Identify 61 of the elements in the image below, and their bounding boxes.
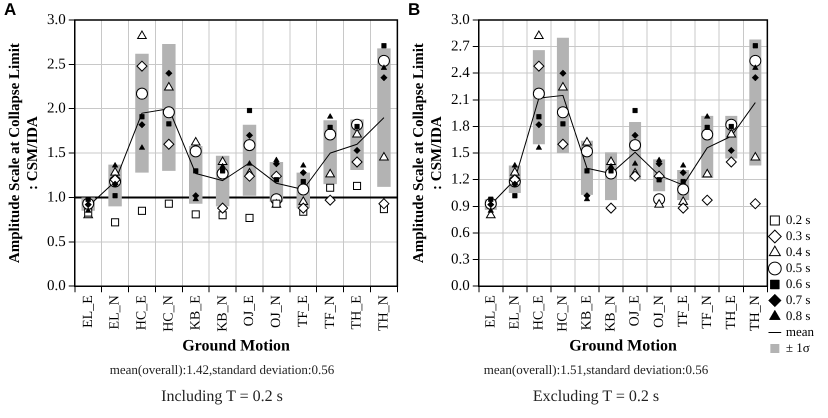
text: Including T = 0.2 s — [160, 388, 284, 406]
x-tick-label: TH_N — [748, 295, 763, 332]
y-tick-label: 2.7 — [451, 38, 470, 55]
x-tick-label: KB_E — [188, 295, 204, 330]
y-tick-label: 1.5 — [451, 145, 470, 162]
x-tick-label: TF_N — [700, 295, 715, 329]
y-tick-label: 3.0 — [451, 12, 470, 28]
y-tick-label: 2.0 — [47, 100, 66, 117]
x-tick-label: OJ_E — [628, 295, 643, 326]
legend-label: 0.4 s — [786, 244, 810, 259]
y-tick-label: 1.5 — [47, 145, 66, 162]
x-tick-label: KB_E — [580, 295, 595, 330]
x-tick-label: OJ_N — [269, 295, 284, 328]
y-axis-title: Amplitude Scale at Collapse Limit : CSM/IDA — [6, 43, 41, 264]
x-tick-label: EL_E — [80, 295, 96, 328]
y-tick-label: 2.5 — [47, 56, 66, 72]
x-tick-label: TH_N — [376, 295, 392, 332]
chart-title: A — [4, 0, 16, 20]
x-tick-label: TF_E — [676, 295, 691, 328]
x-tick-label: TH_E — [350, 295, 365, 330]
legend-label: ± 1σ — [786, 340, 810, 355]
chart-title: B — [408, 0, 420, 20]
legend-label: 0.2 s — [786, 212, 810, 227]
y-tick-label: 0.6 — [451, 224, 470, 241]
text: mean(overall):1.51,standard deviation:0.56 — [482, 362, 710, 378]
legend-label: 0.8 s — [786, 308, 810, 323]
x-axis-title: Ground Motion — [569, 338, 678, 355]
y-tick-label: 0.3 — [451, 252, 470, 268]
y-tick-label: 1.8 — [451, 118, 470, 134]
y-tick-label: 0.0 — [47, 278, 66, 294]
x-tick-label: HC_N — [162, 295, 177, 332]
x-tick-label: KB_N — [215, 295, 230, 332]
x-tick-label: OJ_N — [652, 295, 667, 328]
y-tick-label: 2.4 — [451, 65, 470, 82]
legend-label: mean — [786, 324, 814, 339]
text: Excluding T = 0.2 s — [532, 388, 660, 406]
legend-label: 0.7 s — [786, 292, 810, 307]
x-tick-label: OJ_E — [242, 295, 258, 326]
x-tick-label: TF_N — [322, 295, 338, 329]
y-tick-label: 2.1 — [451, 92, 470, 108]
legend-label: 0.3 s — [786, 228, 810, 243]
x-axis-title: Ground Motion — [182, 338, 290, 355]
x-tick-label: EL_E — [483, 295, 498, 328]
y-tick-label: 0.9 — [451, 198, 470, 214]
x-tick-label: HC_E — [532, 295, 547, 330]
x-tick-label: TH_E — [724, 295, 739, 330]
y-tick-label: 3.0 — [47, 12, 66, 28]
x-tick-label: TF_E — [296, 295, 311, 328]
x-tick-label: EL_N — [507, 295, 522, 330]
legend-label: 0.6 s — [786, 276, 810, 291]
y-tick-label: 0.5 — [47, 234, 66, 250]
x-tick-label: HC_E — [134, 295, 150, 330]
y-tick-label: 1.2 — [451, 172, 470, 188]
y-tick-label: 1.0 — [47, 189, 66, 206]
y-tick-label: 0.0 — [451, 278, 470, 294]
x-tick-label: EL_N — [108, 295, 123, 330]
y-axis-title: Amplitude Scale at Collapse Limit : CSM/IDA — [410, 43, 445, 264]
x-tick-label: HC_N — [556, 295, 571, 332]
x-tick-label: KB_N — [604, 295, 619, 332]
text: mean(overall):1.42,standard deviation:0.56 — [108, 362, 336, 378]
legend-label: 0.5 s — [786, 260, 810, 275]
